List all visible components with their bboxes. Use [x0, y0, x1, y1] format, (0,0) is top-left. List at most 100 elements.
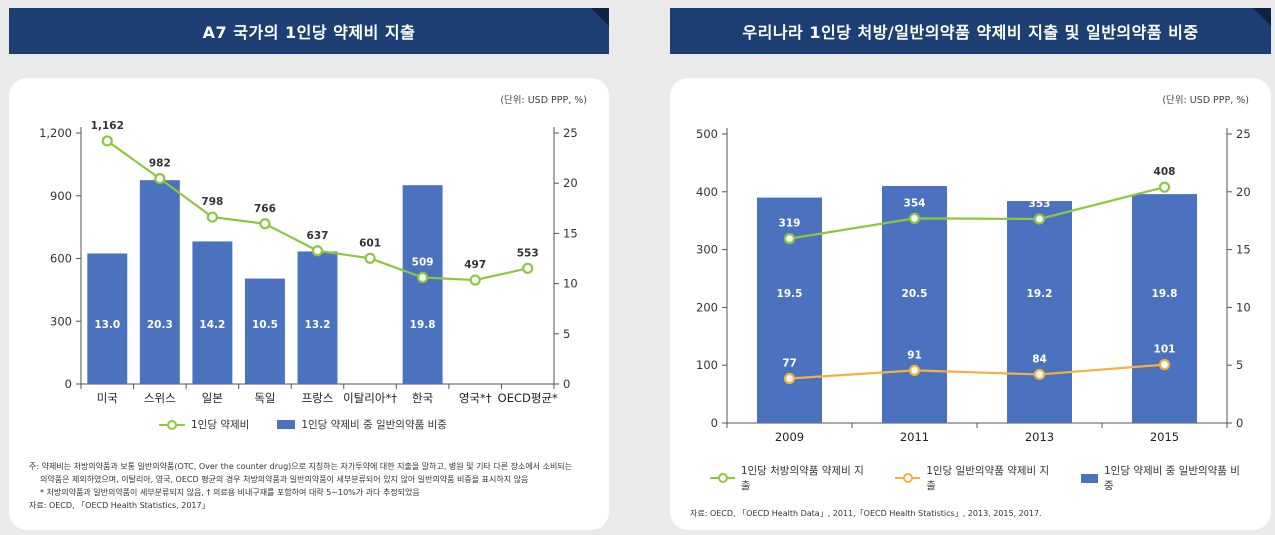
x-tick-label: 2009	[775, 430, 804, 444]
right-chart-header: 우리나라 1인당 처방/일반의약품 약제비 지출 및 일반의약품 비중	[670, 8, 1271, 54]
right-y-tick-label: 20	[1236, 185, 1251, 199]
x-tick-label: 2013	[1025, 430, 1054, 444]
left-y-tick-label: 0	[711, 416, 718, 430]
x-tick-label: 영국*†	[459, 391, 492, 405]
left-unit-label: (단위: USD PPP, %)	[500, 95, 587, 106]
source-line: 자료: OECD, 「OECD Health Statistics, 2017」	[29, 501, 210, 510]
right-y-tick-label: 5	[1236, 358, 1243, 372]
right-y-tick-label: 10	[1236, 300, 1251, 314]
left-y-tick-label: 1,200	[39, 126, 72, 140]
x-tick-label: OECD평균*	[498, 391, 558, 405]
bar	[1007, 201, 1072, 423]
point-value-label: 354	[904, 197, 926, 209]
x-tick-label: 한국	[412, 391, 433, 405]
note-line: 주: 약제비는 처방의약품과 보통 일반의약품(OTC, Over the co…	[29, 462, 573, 471]
left-chart-plot: 0 300 600 900 1,200 0 5 10 15 20 25 미국 스위스 일본 독일 프랑스 이탈리…	[39, 120, 578, 405]
point-value-label: 637	[307, 230, 329, 242]
left-chart-notes: 주: 약제비는 처방의약품과 보통 일반의약품(OTC, Over the co…	[29, 460, 599, 512]
bar-value-label: 19.5	[777, 288, 803, 300]
legend-label: 1인당 일반의약품 약제비 지출	[926, 465, 1050, 492]
point-value-label: 798	[201, 196, 223, 208]
data-point	[101, 135, 113, 147]
left-chart-panel: (단위: USD PPP, %) 0 300 600 900 1,200 0 5 10 15 20…	[9, 78, 609, 530]
right-y-tick-label: 10	[563, 277, 578, 291]
data-point	[364, 252, 376, 264]
point-value-label: 319	[779, 218, 801, 230]
x-tick-label: 미국	[97, 391, 118, 405]
right-y-tick-label: 25	[563, 126, 578, 140]
point-value-label: 553	[517, 247, 539, 259]
right-y-tick-label: 15	[1236, 243, 1251, 257]
right-source-line: 자료: OECD, 「OECD Health Data」, 2011,「OECD…	[690, 509, 1042, 518]
data-point	[311, 245, 324, 257]
series-line	[789, 363, 1165, 380]
point-value-label: 101	[1154, 344, 1176, 356]
bar-value-label: 20.3	[147, 319, 173, 331]
point-value-label: 497	[464, 259, 486, 271]
left-y-tick-label: 0	[65, 377, 72, 391]
bar-value-label: 20.5	[902, 288, 928, 300]
legend-line-marker-icon	[895, 473, 921, 483]
left-chart-title: A7 국가의 1인당 약제비 지출	[202, 23, 416, 42]
left-y-tick-label: 600	[50, 252, 72, 266]
point-value-label: 408	[1154, 166, 1176, 178]
right-chart-legend: 1인당 처방의약품 약제비 지출 1인당 일반의약품 약제비 지출 1인당 약제…	[710, 463, 1271, 493]
point-value-label: 84	[1032, 353, 1047, 365]
note-line: * 처방의약품과 일반의약품이 세부분류되지 않음, † 의료용 비내구재를 포…	[40, 488, 420, 497]
legend-line-marker-icon	[710, 473, 735, 483]
note-line: 의약품은 제외하였으며, 이탈리아, 영국, OECD 평균의 경우 처방의약품…	[40, 475, 529, 484]
left-y-tick-label: 400	[696, 185, 718, 199]
left-y-tick-label: 200	[696, 300, 718, 314]
bar	[192, 241, 233, 384]
bar	[402, 185, 443, 384]
bar-value-label: 13.2	[305, 319, 331, 331]
x-tick-label: 2011	[900, 430, 929, 444]
legend-bar-marker-icon	[277, 420, 296, 429]
x-tick-label: 독일	[254, 391, 275, 405]
data-point	[206, 211, 218, 223]
legend-label: 1인당 처방의약품 약제비 지출	[740, 465, 864, 492]
header-corner-decoration	[591, 8, 609, 26]
x-tick-label: 프랑스	[302, 391, 334, 405]
point-value-label: 766	[254, 203, 276, 215]
data-point	[259, 218, 271, 230]
point-value-label: 353	[1029, 198, 1051, 210]
data-point	[1033, 213, 1046, 225]
bar-value-label: 19.8	[1152, 288, 1178, 300]
bar	[297, 251, 338, 384]
data-point	[1033, 368, 1046, 381]
data-point	[908, 212, 921, 224]
bar-value-label: 14.2	[199, 319, 225, 331]
legend-label: 1인당 약제비 중 일반의약품 비중	[1104, 465, 1240, 492]
point-value-label: 77	[782, 357, 797, 369]
right-y-tick-label: 15	[563, 226, 578, 240]
point-value-label: 509	[412, 257, 434, 269]
bar	[244, 278, 285, 384]
data-point	[783, 233, 796, 245]
right-chart-panel: (단위: USD PPP, %) 0 100 200 300 400 500 0 5 10 15 2…	[670, 78, 1271, 530]
data-point	[469, 274, 481, 286]
legend-item-bar: 1인당 약제비 중 일반의약품 비중	[1080, 463, 1243, 493]
legend-label: 1인당 약제비	[191, 419, 250, 431]
legend-item-line-otc: 1인당 일반의약품 약제비 지출	[895, 463, 1052, 493]
bar-value-label: 19.8	[410, 319, 436, 331]
left-y-tick-label: 300	[50, 314, 72, 328]
bar	[87, 253, 128, 384]
data-point	[154, 172, 166, 185]
left-y-tick-label: 500	[696, 127, 718, 141]
point-value-label: 1,162	[91, 120, 124, 132]
left-y-tick-label: 100	[696, 358, 718, 372]
point-value-label: 982	[149, 158, 171, 170]
data-point	[783, 372, 796, 385]
bar-value-label: 10.5	[252, 319, 278, 331]
data-point	[1158, 359, 1171, 371]
bar	[1132, 194, 1197, 423]
bar	[882, 186, 947, 423]
right-y-tick-label: 5	[563, 327, 570, 341]
legend-line-marker-icon	[159, 419, 185, 430]
series-line	[789, 186, 1165, 240]
data-point	[908, 364, 921, 377]
legend-item-line-prescription: 1인당 처방의약품 약제비 지출	[710, 463, 867, 493]
left-y-tick-label: 900	[50, 189, 72, 203]
data-point	[1158, 181, 1171, 193]
